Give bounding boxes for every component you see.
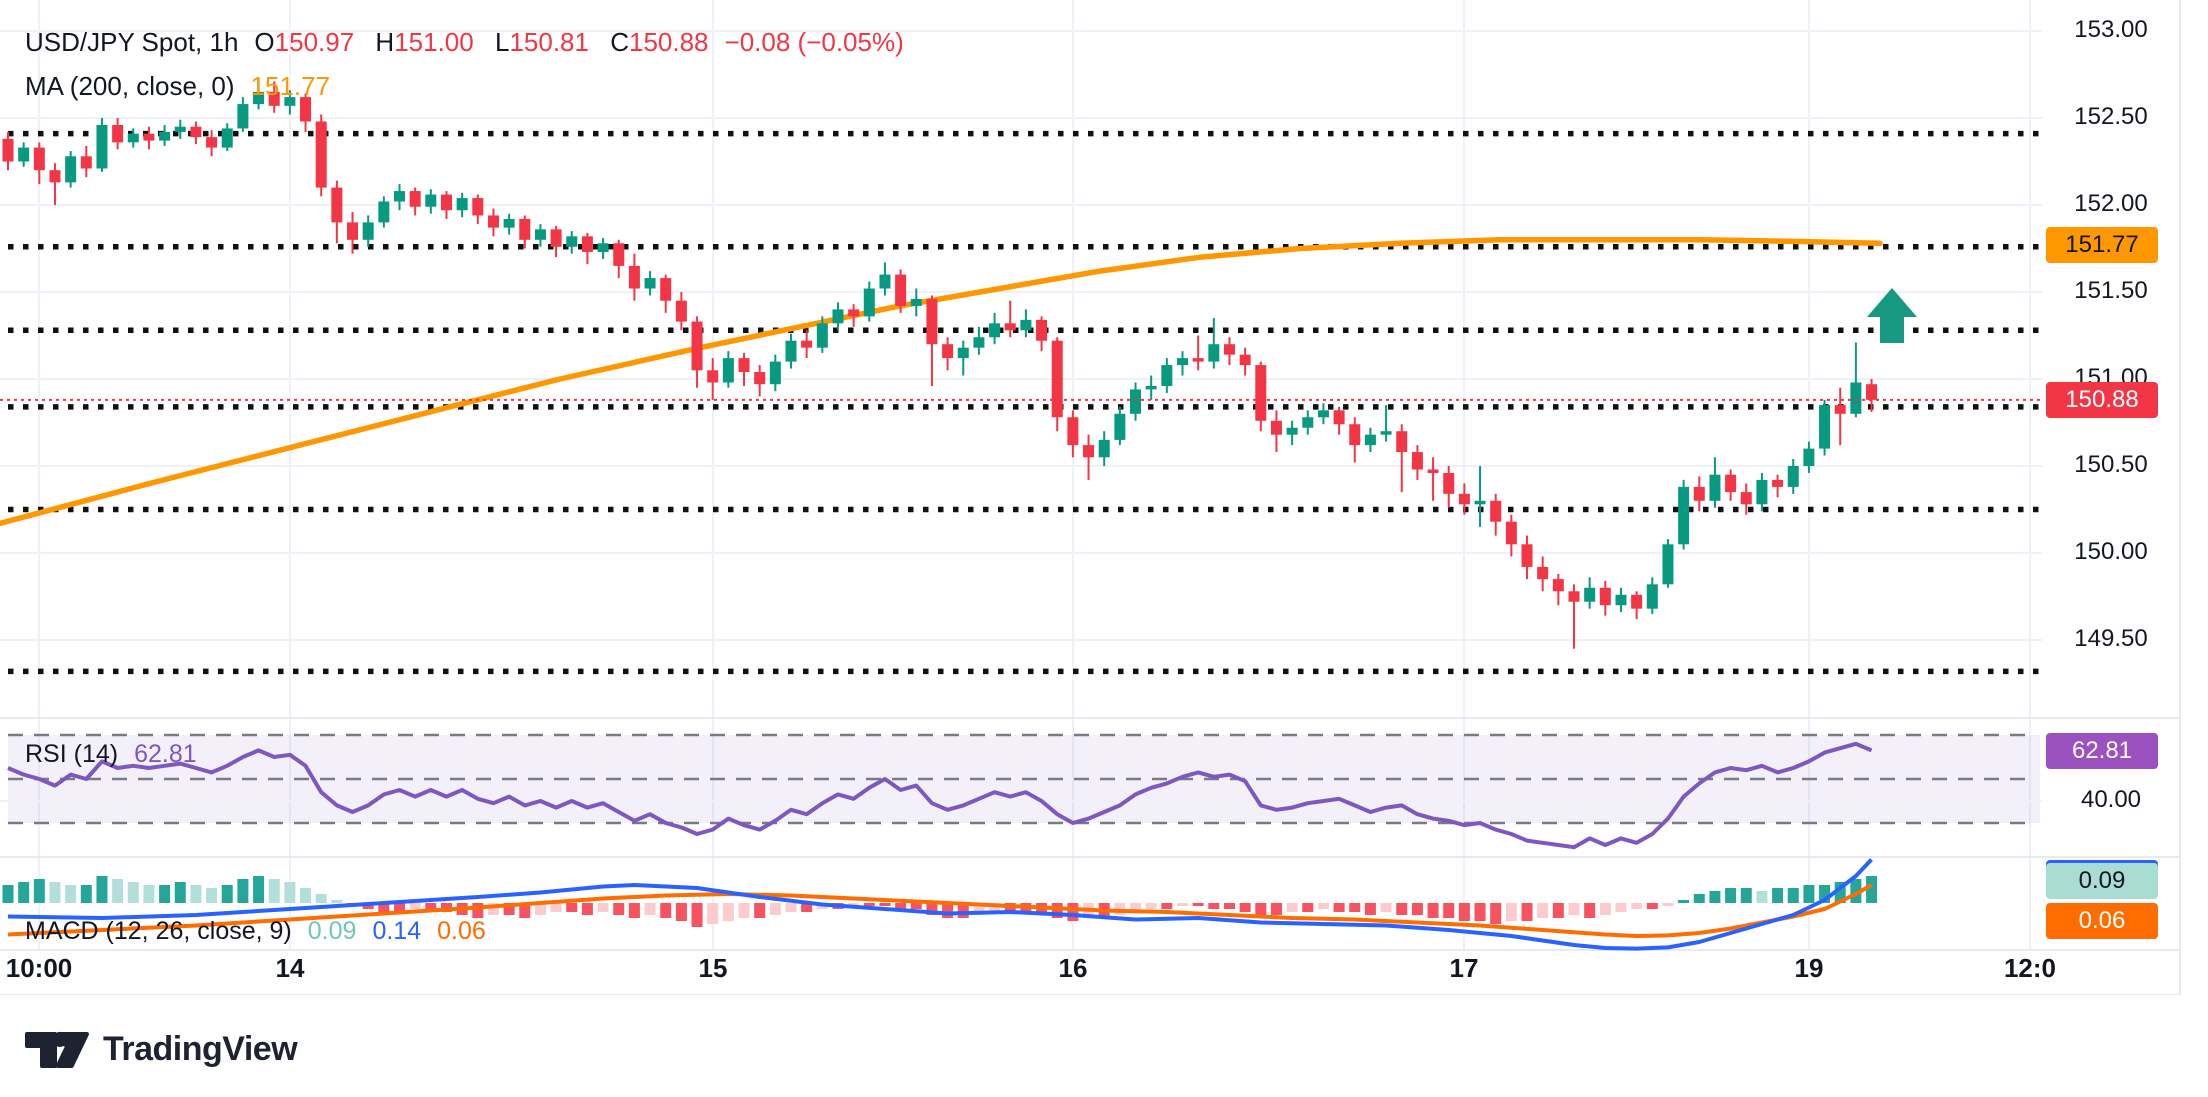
time-tick-label: 12:0 bbox=[2003, 953, 2057, 983]
rsi-indicator-value: 62.81 bbox=[134, 740, 197, 768]
close-label: C bbox=[610, 27, 629, 57]
macd-hist-badge: 0.09 bbox=[2046, 863, 2158, 899]
ma-indicator-title: MA (200, close, 0) bbox=[25, 71, 235, 101]
ma-indicator-value: 151.77 bbox=[250, 71, 331, 101]
tradingview-logo-text: TradingView bbox=[103, 1029, 298, 1068]
price-tick-label: 152.50 bbox=[2074, 103, 2148, 130]
time-tick-label: 16 bbox=[1058, 953, 1088, 983]
low-value: 150.81 bbox=[509, 27, 589, 57]
high-label: H bbox=[375, 27, 395, 57]
macd-legend-row[interactable]: MACD (12, 26, close, 9) 0.09 0.14 0.06 bbox=[25, 917, 486, 946]
ma-price-badge: 151.77 bbox=[2046, 227, 2158, 263]
symbol-title: USD/JPY Spot, 1h bbox=[25, 27, 239, 57]
macd-signal-value: 0.06 bbox=[437, 917, 486, 945]
last-price-badge: 150.88 bbox=[2046, 382, 2158, 418]
symbol-legend-row[interactable]: USD/JPY Spot, 1h O150.97 H151.00 L150.81… bbox=[25, 27, 904, 58]
price-tick-label: 152.00 bbox=[2074, 190, 2148, 217]
chart-canvas[interactable] bbox=[0, 0, 2208, 995]
price-tick-label: 153.00 bbox=[2074, 16, 2148, 43]
price-tick-label: 40.00 bbox=[2080, 786, 2142, 813]
macd-signal-badge: 0.06 bbox=[2046, 903, 2158, 939]
price-tick-label: 150.50 bbox=[2074, 451, 2148, 478]
close-value: 150.88 bbox=[628, 27, 709, 57]
price-tick-label: 151.50 bbox=[2074, 277, 2148, 304]
rsi-indicator-title: RSI (14) bbox=[25, 740, 119, 768]
open-label: O bbox=[254, 27, 275, 57]
tradingview-logo[interactable]: TradingView bbox=[25, 1026, 298, 1072]
change-value: −0.08 (−0.05%) bbox=[724, 27, 904, 57]
price-tick-label: 149.50 bbox=[2074, 625, 2148, 652]
ma-legend-row[interactable]: MA (200, close, 0) 151.77 bbox=[25, 71, 330, 102]
time-tick-label: 14 bbox=[275, 953, 305, 983]
ohlc-values: O150.97 H151.00 L150.81 C150.88 bbox=[254, 27, 708, 58]
open-value: 150.97 bbox=[274, 27, 355, 57]
tradingview-logo-icon bbox=[25, 1031, 89, 1069]
time-tick-label: 17 bbox=[1449, 953, 1479, 983]
price-tick-label: 150.00 bbox=[2074, 538, 2148, 565]
macd-line-value: 0.14 bbox=[372, 917, 422, 945]
macd-hist-value: 0.09 bbox=[307, 917, 357, 945]
rsi-value-badge: 62.81 bbox=[2046, 733, 2158, 769]
up-arrow-annotation bbox=[1867, 288, 1917, 343]
rsi-legend-row[interactable]: RSI (14) 62.81 bbox=[25, 740, 197, 769]
time-tick-label: 19 bbox=[1794, 953, 1824, 983]
macd-indicator-title: MACD (12, 26, close, 9) bbox=[25, 917, 292, 945]
time-tick-label: 10:00 bbox=[5, 953, 73, 983]
high-value: 151.00 bbox=[394, 27, 474, 57]
time-tick-label: 15 bbox=[698, 953, 728, 983]
low-label: L bbox=[494, 27, 510, 57]
